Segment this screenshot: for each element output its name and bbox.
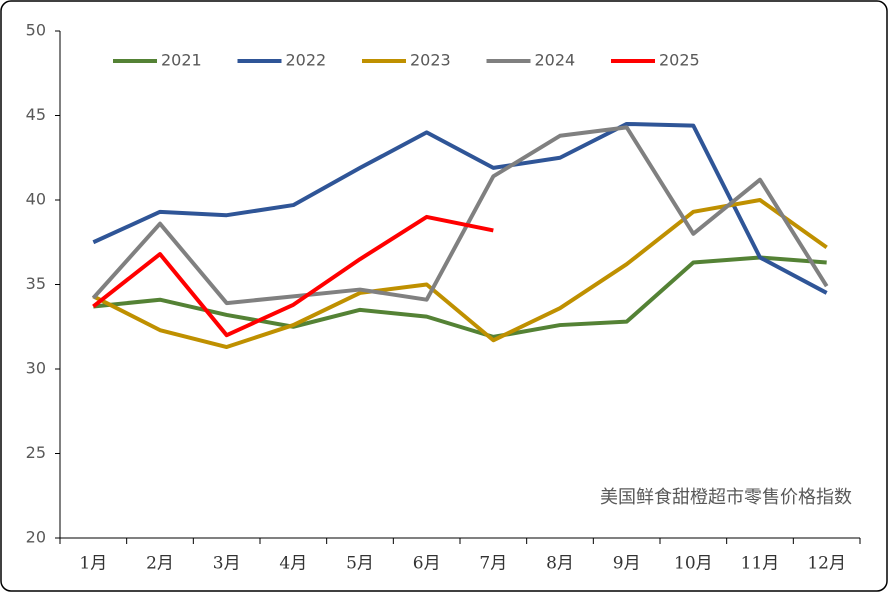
y-tick-label: 50 [26,21,46,40]
y-tick-label: 45 [26,105,46,124]
legend-label: 2021 [161,51,202,70]
series-line [93,255,827,339]
x-tick-label: 3月 [213,554,241,574]
x-tick-label: 9月 [613,554,641,574]
x-tick-label: 2月 [146,554,174,574]
x-tick-label: 7月 [479,554,507,574]
x-tick-label: 5月 [346,554,374,574]
x-tick-label: 4月 [279,554,307,574]
y-tick-label: 30 [26,359,46,378]
x-tick-label: 6月 [413,554,441,574]
legend-label: 2024 [535,51,576,70]
legend-label: 2025 [659,51,700,70]
x-tick-label: 11月 [741,554,780,574]
y-tick-label: 25 [26,443,46,462]
x-tick-label: 10月 [674,554,713,574]
annotation: 美国鲜食甜橙超市零售价格指数 [600,487,852,508]
legend-label: 2022 [286,51,327,70]
series-line [91,125,829,306]
y-tick-label: 20 [26,528,46,547]
x-tick-label: 1月 [79,554,107,574]
x-tick-label: 12月 [807,554,846,574]
series-line [92,214,494,338]
legend-label: 2023 [410,51,451,70]
y-tick-label: 35 [26,274,46,293]
series-line [92,121,828,295]
series-line [92,198,828,350]
y-tick-label: 40 [26,190,46,209]
x-tick-label: 8月 [546,554,574,574]
